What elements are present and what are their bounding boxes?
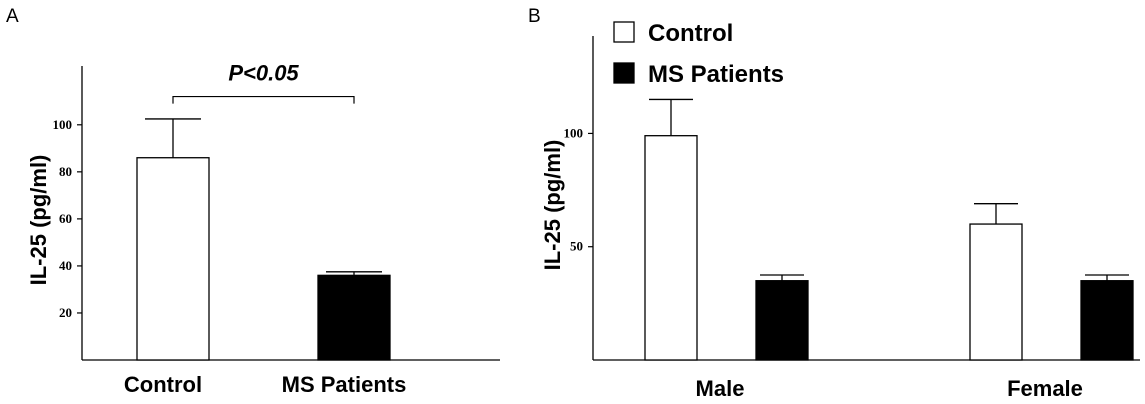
y-tick-label-a: 20: [59, 305, 72, 320]
panel-a: A IL-25 (pg/ml) 20 40 60 80 100 Control MS Pa…: [6, 6, 500, 397]
bars-b: [644, 98, 1134, 361]
x-tick-labels-b: Male Female: [696, 376, 1083, 401]
y-tick-label-a: 100: [53, 117, 73, 132]
bar-ms-patients: [317, 274, 391, 361]
legend-swatch-control: [613, 21, 635, 43]
legend-label-ms-patients: MS Patients: [648, 61, 784, 88]
bar-female-control: [969, 223, 1023, 361]
bar-female-ms-patients: [1080, 280, 1134, 361]
legend-swatch-ms-patients: [613, 62, 635, 84]
y-tick-label-a: 80: [59, 164, 72, 179]
panel-label-b: B: [528, 6, 541, 27]
panel-label-a: A: [6, 6, 19, 27]
y-tick-label-b: 50: [570, 239, 583, 254]
y-axis-title-a: IL-25 (pg/ml): [26, 155, 51, 286]
y-tick-label-a: 60: [59, 211, 72, 226]
x-tick-labels-a: Control MS Patients: [124, 372, 406, 397]
x-tick-label-b: Female: [1007, 376, 1083, 401]
bar-male-ms-patients: [755, 280, 809, 361]
bar-control: [136, 157, 210, 361]
significance-bracket: [172, 95, 355, 104]
bars-a: [136, 118, 391, 361]
y-ticks-b: 50 100: [564, 125, 593, 254]
x-tick-label-a: Control: [124, 372, 202, 397]
y-axis-title-b: IL-25 (pg/ml): [540, 140, 565, 271]
x-tick-label-a: MS Patients: [282, 372, 407, 397]
y-tick-label-a: 40: [59, 258, 72, 273]
x-tick-label-b: Male: [696, 376, 745, 401]
legend: Control MS Patients: [613, 20, 784, 88]
significance-annotation: P<0.05: [172, 61, 355, 104]
y-ticks-a: 20 40 60 80 100: [53, 117, 82, 320]
y-tick-label-b: 100: [564, 125, 584, 140]
bar-male-control: [644, 135, 698, 361]
legend-label-control: Control: [648, 20, 733, 47]
panel-b: B IL-25 (pg/ml) 50 100 Male Female Control…: [528, 6, 1140, 401]
p-value-label: P<0.05: [228, 61, 299, 86]
